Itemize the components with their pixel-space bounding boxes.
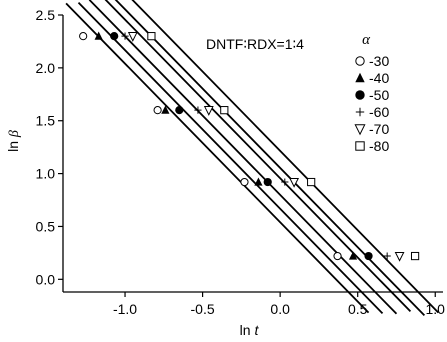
data-point--70: [127, 32, 138, 42]
legend-label--70: -70: [369, 121, 389, 137]
data-point--60: [383, 252, 391, 260]
legend-marker--40: [355, 72, 365, 83]
y-tick-label: 0.0: [36, 271, 56, 287]
data-point--50: [175, 106, 184, 115]
legend-label--30: -30: [369, 53, 389, 69]
data-point--60: [194, 106, 202, 114]
data-point--80: [220, 106, 229, 115]
data-point--70: [289, 177, 300, 188]
axes-frame: [62, 15, 443, 293]
data-point--30: [79, 32, 88, 41]
data-points: [79, 31, 420, 262]
fit-line--30: [65, 2, 370, 314]
x-tick-label: -1.0: [113, 301, 137, 317]
data-point--30: [333, 251, 342, 261]
data-point--40: [94, 31, 103, 40]
data-point--40: [254, 177, 263, 186]
y-tick-label: 2.0: [36, 60, 56, 76]
x-tick-label: 0.5: [348, 301, 368, 317]
y-axis-ticks: 0.0 0.5 1.0 1.5 2.0 2.5: [36, 7, 63, 287]
legend: -30-40-50-60-70-80: [354, 53, 389, 154]
fit-line--40: [77, 1, 384, 315]
data-point--80: [410, 251, 420, 261]
legend-label--60: -60: [369, 104, 389, 120]
legend-title: α: [362, 32, 371, 48]
data-point--70: [203, 106, 214, 116]
y-tick-label: 1.5: [36, 113, 56, 129]
legend-marker--80: [355, 141, 365, 151]
data-point--40: [348, 251, 358, 260]
y-tick-label: 2.5: [36, 7, 56, 23]
x-tick-label: -0.5: [191, 301, 215, 317]
x-axis-title: ln t: [240, 322, 260, 338]
fit-line--60: [104, 0, 412, 313]
chart-annotation: DNTF∶RDX=1∶4: [206, 36, 304, 52]
legend-label--40: -40: [369, 70, 389, 86]
y-tick-label: 0.5: [36, 218, 56, 234]
data-point--70: [394, 251, 405, 262]
y-axis-title: ln β: [5, 130, 22, 152]
legend-marker--50: [355, 90, 365, 100]
data-point--80: [307, 177, 316, 187]
data-point--60: [121, 32, 129, 40]
fit-line--80: [131, 0, 439, 314]
y-tick-label: 1.0: [36, 166, 56, 182]
x-tick-label: 0.0: [270, 301, 290, 317]
data-point--50: [364, 251, 373, 261]
fit-line--50: [88, 0, 398, 315]
fit-lines: [65, 0, 439, 317]
legend-marker--60: [355, 107, 365, 117]
legend-marker--30: [355, 56, 365, 66]
data-point--60: [281, 178, 289, 186]
legend-marker--70: [354, 124, 366, 136]
data-point--30: [153, 106, 162, 115]
data-point--30: [240, 177, 249, 187]
legend-label--50: -50: [369, 87, 389, 103]
fit-line--70: [114, 0, 426, 317]
data-point--80: [147, 32, 156, 41]
data-point--50: [263, 177, 272, 187]
data-point--50: [110, 32, 119, 41]
legend-label--80: -80: [369, 138, 389, 154]
data-point--40: [161, 105, 170, 114]
